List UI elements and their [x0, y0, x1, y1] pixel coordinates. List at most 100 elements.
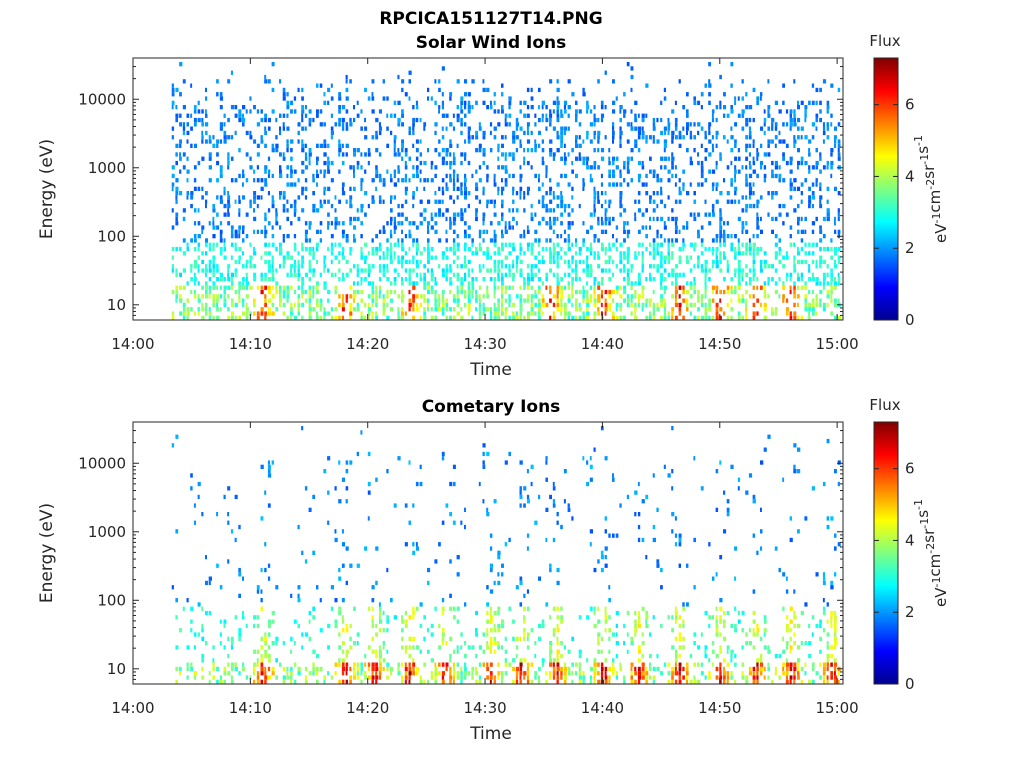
spectrogram-cell: [515, 636, 519, 641]
spectrogram-cell: [456, 671, 460, 676]
spectrogram-cell: [408, 130, 411, 136]
spectrogram-cell: [623, 315, 626, 320]
spectrogram-cell: [441, 311, 445, 316]
spectrogram-cell: [282, 302, 286, 308]
spectrogram-cell: [808, 152, 811, 157]
spectrogram-cell: [171, 289, 175, 295]
spectrogram-cell: [671, 307, 675, 312]
spectrogram-cell: [785, 645, 788, 650]
spectrogram-cell: [286, 105, 290, 110]
spectrogram-cell: [482, 451, 485, 457]
spectrogram-cell: [219, 285, 222, 290]
spectrogram-cell: [267, 464, 271, 469]
spectrogram-cell: [475, 148, 479, 153]
spectrogram-cell: [478, 126, 482, 131]
spectrogram-cell: [704, 259, 708, 265]
spectrogram-cell: [267, 79, 271, 84]
spectrogram-cell: [334, 195, 337, 200]
spectrogram-cell: [378, 628, 382, 633]
spectrogram-cell: [819, 255, 823, 260]
spectrogram-cell: [726, 302, 729, 308]
spectrogram-cell: [734, 96, 737, 101]
spectrogram-cell: [667, 671, 671, 676]
spectrogram-cell: [489, 610, 492, 616]
spectrogram-cell: [652, 242, 655, 247]
spectrogram-cell: [549, 152, 553, 157]
spectrogram-cell: [423, 186, 426, 191]
spectrogram-cell: [393, 615, 397, 620]
spectrogram-cell: [219, 251, 223, 256]
spectrogram-cell: [526, 277, 531, 282]
spectrogram-cell: [364, 126, 368, 131]
spectrogram-cell: [760, 546, 763, 551]
spectrogram-cell: [415, 481, 419, 487]
spectrogram-cell: [297, 285, 301, 290]
spectrogram-cell: [197, 234, 201, 239]
spectrogram-cell: [297, 178, 300, 183]
spectrogram-cell: [789, 242, 793, 247]
spectrogram-cell: [626, 272, 630, 277]
spectrogram-cell: [715, 234, 719, 239]
spectrogram-cell: [515, 311, 518, 316]
spectrogram-cell: [619, 130, 623, 136]
spectrogram-cell: [467, 259, 471, 265]
spectrogram-cell: [293, 96, 297, 101]
spectrogram-cell: [286, 100, 290, 105]
spectrogram-cell: [190, 628, 193, 633]
spectrogram-cell: [704, 199, 707, 204]
spectrogram-cell: [504, 649, 508, 654]
spectrogram-cell: [748, 242, 752, 247]
spectrogram-cell: [604, 671, 607, 676]
spectrogram-cell: [353, 225, 357, 230]
spectrogram-cell: [360, 126, 363, 131]
spectrogram-cell: [341, 679, 345, 684]
spectrogram-cell: [441, 606, 445, 611]
spectrogram-cell: [245, 130, 249, 136]
spectrogram-cell: [212, 264, 216, 269]
spectrogram-cell: [538, 143, 541, 148]
spectrogram-cell: [663, 259, 667, 265]
spectrogram-cell: [242, 117, 245, 123]
spectrogram-cell: [652, 264, 656, 269]
spectrogram-cell: [253, 623, 256, 629]
spectrogram-cell: [193, 109, 197, 114]
spectrogram-cell: [360, 208, 363, 213]
spectrogram-cell: [378, 610, 382, 616]
spectrogram-cell: [626, 268, 630, 273]
spectrogram-cell: [756, 212, 759, 217]
spectrogram-cell: [408, 96, 411, 101]
spectrogram-cell: [549, 109, 552, 114]
spectrogram-cell: [730, 307, 734, 312]
spectrogram-cell: [793, 208, 797, 213]
spectrogram-cell: [467, 126, 471, 131]
spectrogram-cell: [545, 221, 549, 226]
spectrogram-cell: [297, 139, 300, 144]
spectrogram-cell: [323, 160, 327, 166]
spectrogram-cell: [748, 281, 752, 286]
spectrogram-cell: [308, 264, 312, 269]
spectrogram-cell: [686, 302, 689, 308]
spectrogram-cell: [804, 113, 807, 118]
spectrogram-cell: [612, 122, 615, 127]
spectrogram-cell: [471, 666, 475, 672]
spectrogram-cell: [408, 221, 412, 226]
spectrogram-cell: [264, 126, 267, 131]
spectrogram-cell: [449, 152, 452, 157]
spectrogram-cell: [589, 178, 594, 183]
spectrogram-cell: [593, 662, 597, 667]
spectrogram-cell: [201, 307, 205, 312]
spectrogram-cell: [634, 117, 638, 123]
spectrogram-cell: [212, 203, 215, 209]
spectrogram-cell: [745, 122, 749, 127]
spectrogram-cell: [297, 623, 300, 629]
spectrogram-cell: [674, 117, 678, 123]
spectrogram-cell: [597, 679, 601, 684]
spectrogram-cell: [171, 83, 174, 88]
spectrogram-cell: [408, 520, 412, 525]
spectrogram-cell: [734, 143, 737, 148]
spectrogram-cell: [637, 277, 641, 282]
spectrogram-cell: [623, 289, 627, 295]
spectrogram-cell: [489, 619, 493, 624]
spectrogram-cell: [663, 203, 667, 209]
spectrogram-cell: [282, 113, 286, 118]
